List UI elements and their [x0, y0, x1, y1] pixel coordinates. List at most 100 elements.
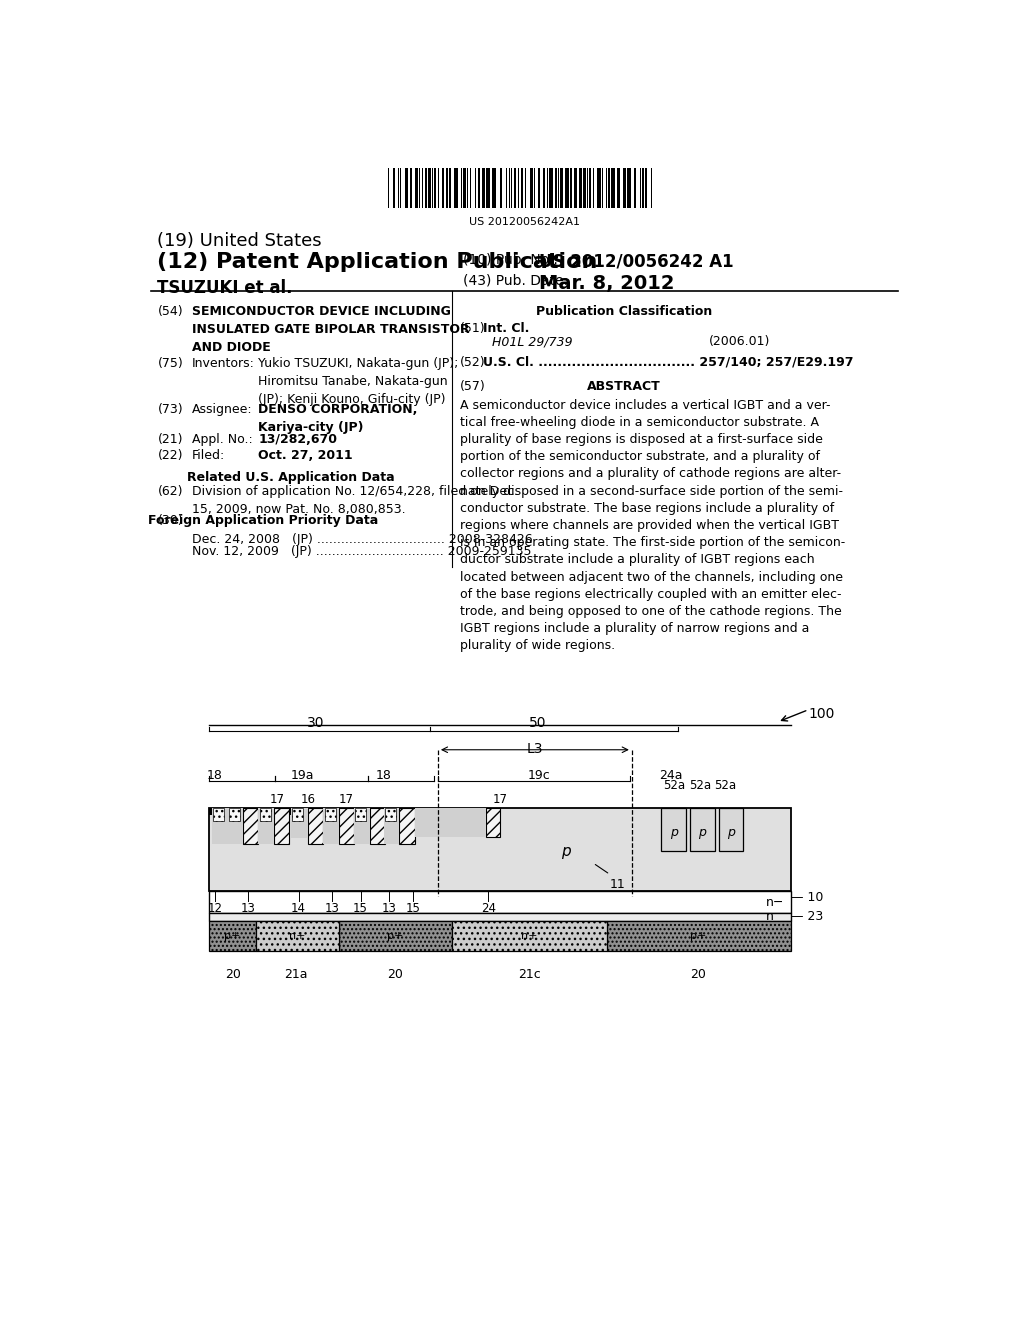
Text: p+: p+	[224, 931, 241, 941]
Bar	[574, 168, 577, 207]
Bar	[511, 168, 512, 207]
Bar	[209, 808, 496, 816]
Bar	[273, 808, 289, 845]
Text: 20: 20	[224, 968, 241, 981]
Text: Publication Classification: Publication Classification	[536, 305, 712, 318]
Bar	[354, 808, 370, 845]
Text: (43) Pub. Date:: (43) Pub. Date:	[463, 275, 568, 288]
Bar	[590, 168, 591, 207]
Text: 18: 18	[376, 770, 392, 781]
Bar	[662, 808, 686, 850]
Text: 13: 13	[382, 903, 396, 915]
Text: p: p	[561, 843, 570, 859]
Text: Oct. 27, 2011: Oct. 27, 2011	[258, 449, 353, 462]
Bar	[634, 168, 636, 207]
Text: 11: 11	[610, 878, 626, 891]
Bar	[432, 168, 433, 207]
Text: US 20120056242A1: US 20120056242A1	[469, 216, 581, 227]
Text: (21): (21)	[158, 433, 183, 446]
Bar	[611, 168, 614, 207]
Bar	[628, 168, 631, 207]
Text: (19) United States: (19) United States	[158, 231, 323, 249]
Text: Mar. 8, 2012: Mar. 8, 2012	[539, 275, 674, 293]
Text: 17: 17	[493, 793, 508, 807]
Bar	[243, 808, 258, 845]
Text: L3: L3	[526, 742, 543, 756]
Bar	[514, 168, 516, 207]
Bar	[325, 808, 336, 821]
Text: 13: 13	[241, 903, 256, 915]
Bar	[339, 808, 354, 845]
Bar	[339, 921, 452, 950]
Bar	[617, 168, 620, 207]
Bar	[486, 808, 500, 837]
Bar	[506, 168, 508, 207]
Bar	[690, 808, 715, 850]
Text: Filed:: Filed:	[191, 449, 225, 462]
Bar	[517, 168, 519, 207]
Text: (51): (51)	[460, 322, 485, 335]
Bar	[422, 168, 423, 207]
Bar	[400, 168, 401, 207]
Text: — 10: — 10	[792, 891, 823, 904]
Bar	[640, 168, 641, 207]
Bar	[406, 168, 408, 207]
Bar	[470, 168, 471, 207]
Bar	[587, 168, 588, 207]
Text: 15: 15	[353, 903, 368, 915]
Text: 19a: 19a	[291, 770, 314, 781]
Text: (75): (75)	[158, 358, 183, 370]
Text: 52a: 52a	[664, 779, 685, 792]
Bar	[525, 168, 526, 207]
Text: 20: 20	[387, 968, 403, 981]
Text: TSUZUKI et al.: TSUZUKI et al.	[158, 279, 293, 297]
Bar	[570, 168, 571, 207]
Text: 19c: 19c	[527, 770, 550, 781]
Bar	[260, 808, 270, 821]
Text: n−: n−	[766, 896, 784, 908]
Bar	[538, 168, 541, 207]
Bar	[434, 168, 435, 207]
Text: 30: 30	[307, 715, 325, 730]
Text: SEMICONDUCTOR DEVICE INCLUDING
INSULATED GATE BIPOLAR TRANSISTOR
AND DIODE: SEMICONDUCTOR DEVICE INCLUDING INSULATED…	[191, 305, 469, 354]
Text: Related U.S. Application Data: Related U.S. Application Data	[187, 471, 394, 484]
Bar	[583, 168, 586, 207]
Text: 52a: 52a	[689, 779, 711, 792]
Text: 13: 13	[325, 903, 339, 915]
Bar	[606, 168, 607, 207]
Text: p+: p+	[690, 931, 707, 941]
Bar	[642, 168, 644, 207]
Text: Dec. 24, 2008   (JP) ................................ 2008-328426: Dec. 24, 2008 (JP) .....................…	[191, 533, 532, 545]
Bar	[397, 168, 399, 207]
Bar	[388, 168, 389, 207]
Bar	[478, 168, 479, 207]
Bar	[411, 168, 412, 207]
Bar	[624, 168, 626, 207]
Text: 15: 15	[406, 903, 421, 915]
Bar	[209, 921, 256, 950]
Bar	[645, 168, 647, 207]
Text: Int. Cl.: Int. Cl.	[483, 322, 529, 335]
Bar	[475, 168, 476, 207]
Bar	[555, 168, 557, 207]
Text: n: n	[766, 911, 774, 924]
Bar	[425, 168, 427, 207]
Bar	[607, 921, 791, 950]
Text: Foreign Application Priority Data: Foreign Application Priority Data	[148, 515, 379, 527]
Text: — 23: — 23	[792, 911, 823, 924]
Bar	[209, 808, 791, 891]
Text: 18: 18	[207, 770, 223, 781]
Text: (12) Patent Application Publication: (12) Patent Application Publication	[158, 252, 598, 272]
Bar	[534, 168, 536, 207]
Bar	[209, 913, 791, 921]
Text: n+: n+	[289, 931, 305, 941]
Bar	[212, 808, 243, 845]
Text: p+: p+	[387, 931, 403, 941]
Text: (30): (30)	[158, 515, 183, 527]
Text: (62): (62)	[158, 484, 183, 498]
Bar	[416, 168, 418, 207]
Bar	[438, 168, 439, 207]
Text: (52): (52)	[460, 355, 485, 368]
Bar	[486, 168, 489, 207]
Bar	[500, 168, 503, 207]
